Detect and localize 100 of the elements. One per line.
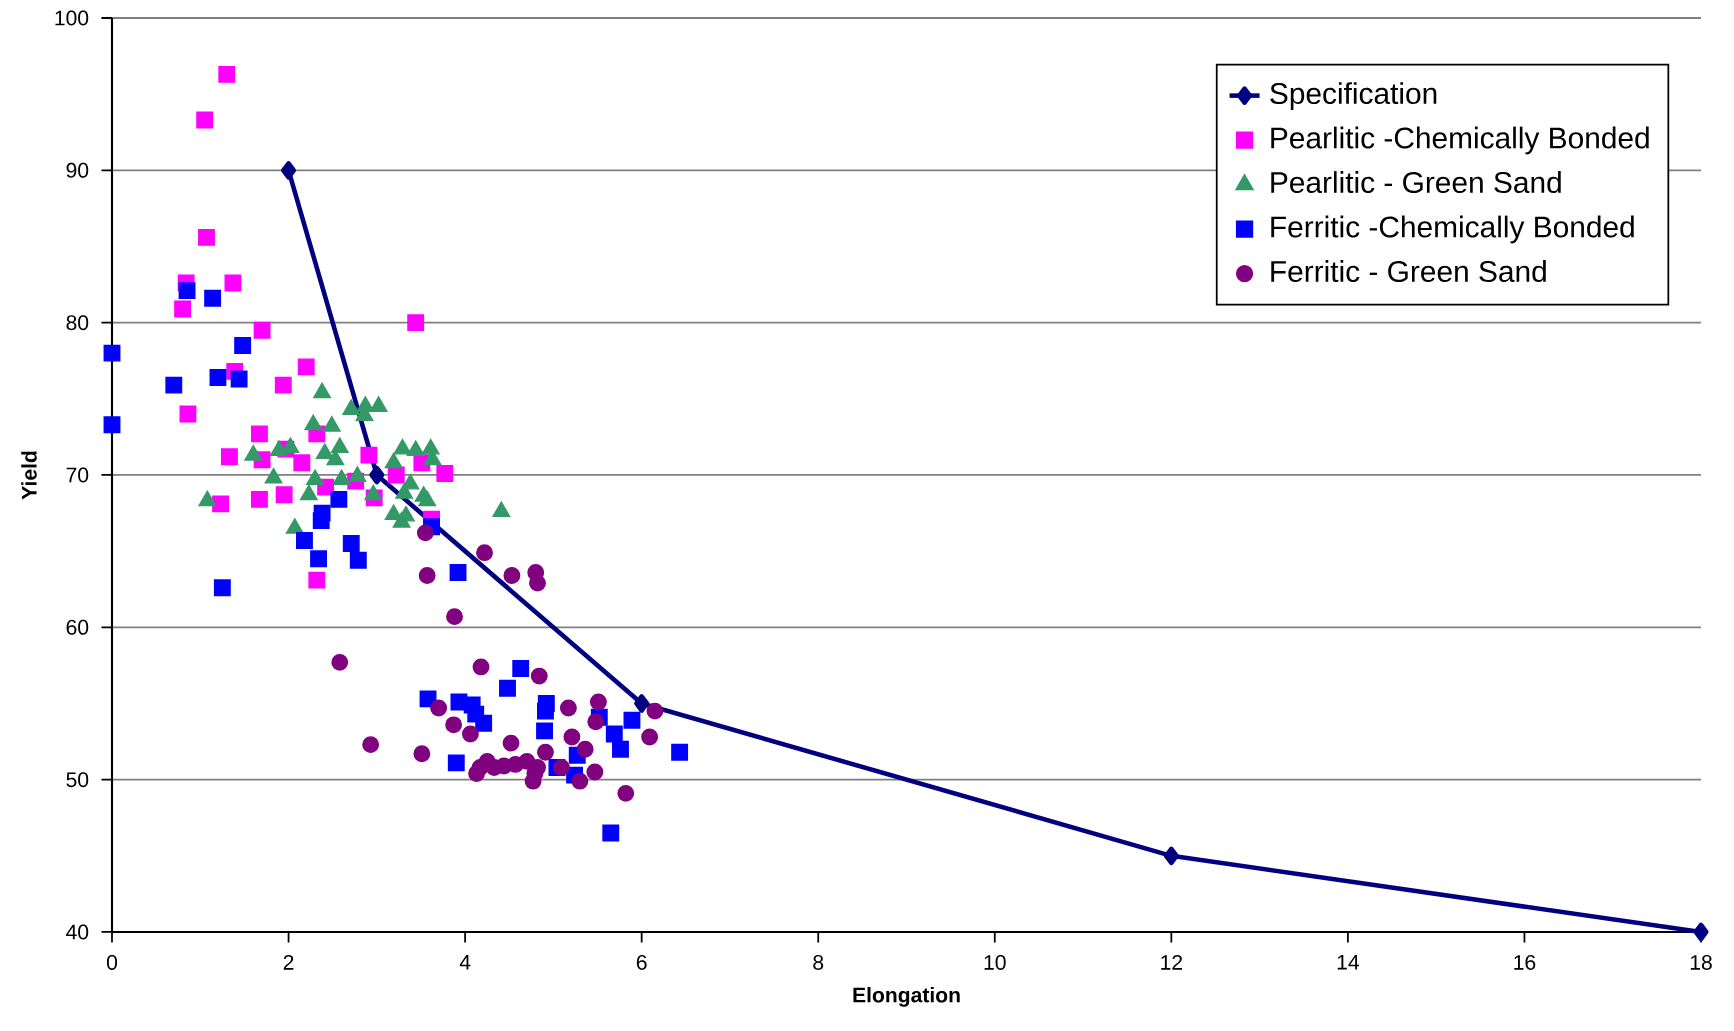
point: [304, 414, 323, 431]
point: [586, 763, 604, 781]
point: [253, 321, 271, 339]
x-tick-label: 14: [1337, 954, 1360, 970]
point: [224, 274, 242, 292]
point: [198, 228, 215, 246]
point: [349, 551, 367, 569]
x-tick-label: 18: [1690, 954, 1712, 970]
point: [234, 337, 252, 354]
point: [348, 466, 367, 482]
point: [306, 469, 324, 486]
point: [332, 469, 351, 486]
point: [174, 300, 192, 318]
point: [623, 711, 641, 729]
y-tick-label: 90: [66, 162, 89, 178]
x-tick-label: 2: [283, 954, 294, 970]
point: [418, 567, 436, 584]
y-tick-label: 40: [66, 924, 89, 940]
point: [589, 693, 607, 711]
point: [446, 608, 463, 626]
point: [312, 512, 330, 530]
point: [330, 490, 348, 508]
point: [1693, 922, 1709, 942]
point: [445, 716, 463, 734]
y-tick-label: 70: [66, 467, 89, 483]
point: [103, 344, 121, 362]
point: [285, 518, 304, 534]
point: [430, 699, 448, 717]
point: [310, 550, 328, 568]
x-axis-title: Elongation: [853, 986, 960, 1007]
point: [559, 699, 577, 717]
point: [476, 544, 493, 562]
y-tick-label: 100: [55, 10, 89, 26]
point: [641, 728, 659, 746]
point: [103, 416, 121, 434]
legend-label: Pearlitic -Chemically Bonded: [1271, 126, 1649, 155]
point: [502, 734, 520, 752]
point: [605, 725, 623, 743]
point: [250, 425, 268, 443]
point: [537, 743, 554, 761]
x-tick-label: 16: [1514, 954, 1536, 970]
point: [364, 484, 383, 501]
x-tick-label: 12: [1161, 954, 1183, 970]
y-tick-label: 50: [66, 772, 89, 788]
point: [209, 369, 227, 386]
point: [571, 772, 589, 790]
point: [671, 743, 689, 761]
point: [447, 754, 465, 772]
point: [536, 722, 553, 740]
point: [178, 282, 196, 300]
point: [634, 694, 650, 713]
point: [475, 714, 493, 732]
point: [499, 679, 516, 697]
legend-label: Ferritic - Green Sand: [1271, 260, 1546, 283]
point: [196, 111, 214, 129]
point: [461, 725, 479, 743]
point: [315, 443, 334, 460]
point: [617, 784, 635, 802]
point: [563, 728, 581, 746]
point: [198, 490, 217, 507]
point: [587, 713, 605, 731]
point: [407, 314, 425, 332]
point: [384, 452, 403, 469]
point: [281, 437, 300, 454]
point: [275, 486, 293, 504]
point: [342, 399, 361, 415]
point: [342, 535, 360, 552]
x-tick-label: 8: [813, 954, 824, 970]
point: [299, 484, 318, 501]
point: [274, 376, 292, 394]
point: [220, 448, 238, 466]
x-tick-label: 6: [636, 954, 647, 970]
point: [602, 824, 620, 842]
x-tick-label: 10: [984, 954, 1006, 970]
point: [179, 405, 197, 423]
point: [416, 524, 434, 542]
point: [537, 702, 554, 720]
point: [503, 567, 521, 584]
point: [280, 161, 297, 180]
point: [472, 658, 490, 676]
point: [296, 532, 313, 549]
point: [1163, 846, 1179, 866]
y-tick-label: 60: [66, 619, 89, 635]
x-tick-label: 4: [459, 954, 471, 970]
point: [308, 571, 326, 589]
x-tick-label: 0: [106, 954, 118, 970]
point: [165, 376, 183, 394]
point: [212, 495, 230, 513]
point: [360, 446, 378, 464]
point: [293, 454, 311, 472]
point: [530, 667, 548, 685]
point: [218, 65, 236, 83]
point: [330, 437, 349, 454]
point: [322, 416, 341, 432]
point: [436, 465, 454, 482]
point: [418, 490, 437, 507]
point: [413, 745, 431, 763]
legend-label: Ferritic -Chemically Bonded: [1271, 215, 1634, 244]
point: [297, 358, 315, 376]
point: [576, 740, 594, 758]
